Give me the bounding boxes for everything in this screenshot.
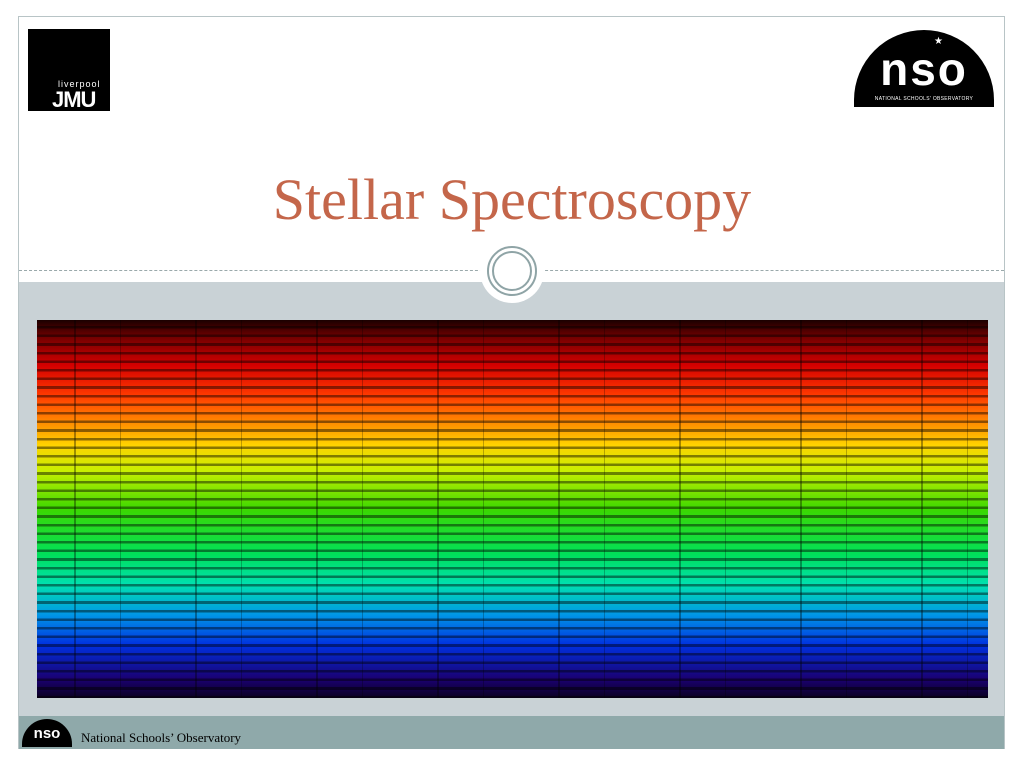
nso-logo-subtitle: NATIONAL SCHOOLS' OBSERVATORY: [874, 96, 974, 102]
divider-ornament: [480, 239, 544, 303]
jmu-logo-small: liverpool: [58, 79, 101, 89]
slide-title: Stellar Spectroscopy: [272, 167, 752, 232]
footer-logo: nso: [22, 719, 72, 747]
jmu-logo: liverpool JMU: [28, 29, 110, 112]
jmu-logo-large: JMU: [52, 87, 96, 112]
spectrum-image: [37, 320, 988, 698]
footer: nso National Schools’ Observatory: [19, 716, 1004, 749]
logo-star: ★: [934, 36, 943, 47]
footer-text: National Schools’ Observatory: [81, 730, 242, 745]
nso-logo-name: nso: [880, 43, 968, 95]
